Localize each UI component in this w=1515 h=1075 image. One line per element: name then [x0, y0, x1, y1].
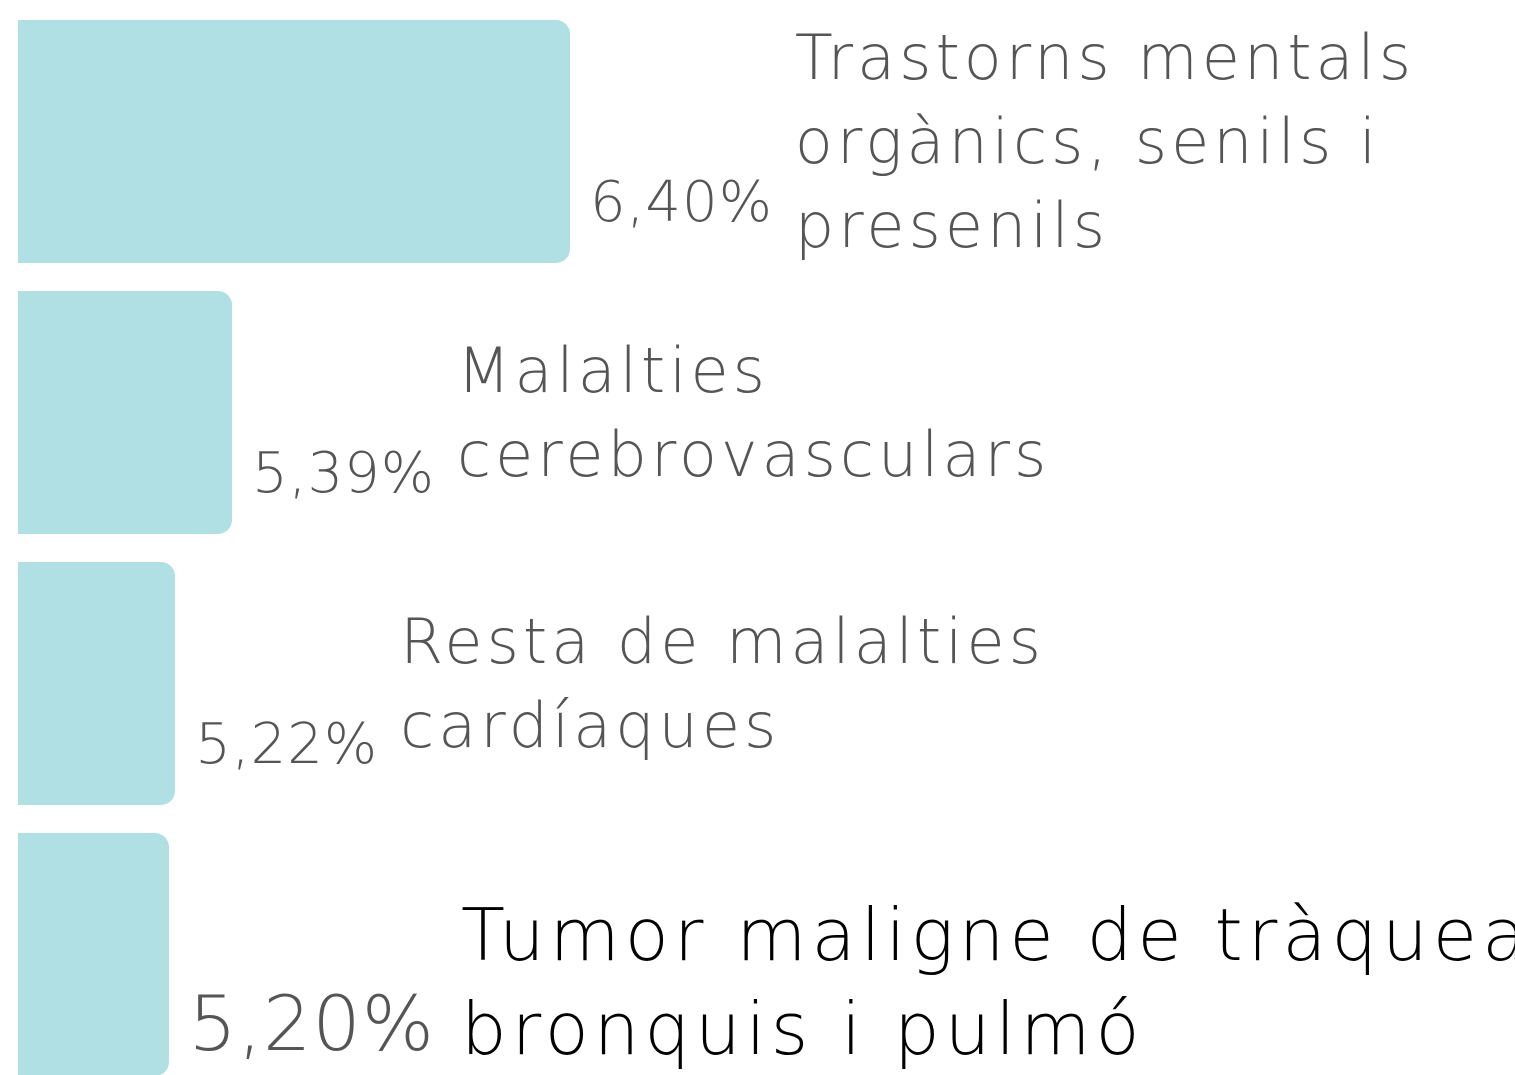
category-label: Malalties cerebrovasculars — [457, 333, 1051, 491]
value-label: 5,20% — [188, 979, 435, 1068]
value-label: 5,22% — [195, 712, 379, 777]
category-label: Trastorns mentals orgànics, senils i pre… — [794, 20, 1416, 262]
category-label: Resta de malalties cardíaques — [400, 604, 1045, 762]
value-label: 5,39% — [252, 441, 435, 506]
bar-row: 5,20% Tumor maligne de tràquea bronquis i… — [18, 833, 1515, 1075]
bar — [18, 833, 169, 1075]
bar-row: 6,40% Trastorns mentals orgànics, senils … — [18, 20, 1435, 263]
bar — [18, 291, 233, 534]
bar — [18, 20, 570, 263]
bar — [18, 562, 176, 805]
category-label: Tumor maligne de tràquea bronquis i pulm… — [460, 893, 1515, 1071]
bar-row: 5,22% Resta de malalties cardíaques — [18, 562, 1080, 805]
bar-row: 5,39% Malalties cerebrovasculars — [18, 291, 1057, 534]
value-label: 6,40% — [590, 170, 773, 235]
